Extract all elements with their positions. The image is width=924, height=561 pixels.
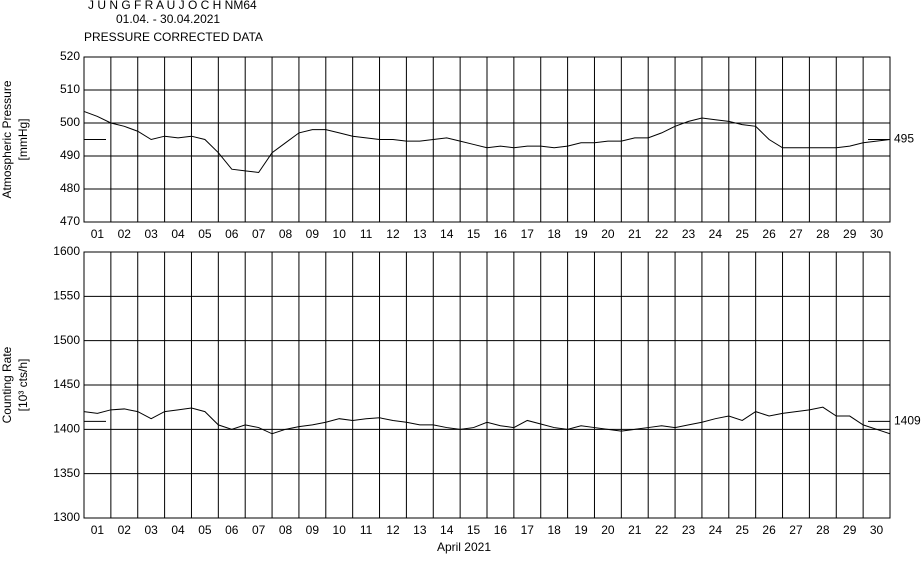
x-tick-label: 05: [198, 523, 212, 537]
x-tick-label: 27: [789, 523, 803, 537]
y-tick-label: 1400: [53, 422, 80, 436]
x-tick-label: 03: [144, 523, 158, 537]
x-tick-label: 28: [816, 523, 830, 537]
x-tick-label: 26: [762, 523, 776, 537]
x-tick-label: 09: [306, 227, 320, 241]
x-tick-label: 18: [547, 523, 561, 537]
y-tick-label: 1550: [53, 289, 80, 303]
x-tick-label: 29: [843, 227, 857, 241]
x-tick-label: 19: [574, 523, 588, 537]
x-tick-label: 09: [306, 523, 320, 537]
x-tick-label: 05: [198, 227, 212, 241]
x-tick-label: 12: [386, 227, 400, 241]
x-tick-label: 20: [601, 523, 615, 537]
x-tick-label: 27: [789, 227, 803, 241]
x-tick-label: 15: [467, 227, 481, 241]
x-tick-label: 28: [816, 227, 830, 241]
x-tick-label: 21: [628, 523, 642, 537]
reference-label: 1409: [894, 414, 921, 428]
x-tick-label: 08: [279, 227, 293, 241]
x-tick-label: 03: [144, 227, 158, 241]
x-tick-label: 15: [467, 523, 481, 537]
reference-label: 495: [894, 132, 914, 146]
x-tick-label: 25: [736, 227, 750, 241]
x-tick-label: 18: [547, 227, 561, 241]
x-tick-label: 30: [870, 227, 884, 241]
x-tick-label: 11: [360, 227, 373, 241]
y-axis-label: Counting Rate: [0, 346, 14, 423]
x-tick-label: 12: [386, 523, 400, 537]
x-tick-label: 08: [279, 523, 293, 537]
y-tick-label: 1450: [53, 377, 80, 391]
x-tick-label: 02: [118, 523, 132, 537]
x-tick-label: 14: [440, 227, 454, 241]
y-tick-label: 490: [60, 148, 80, 162]
x-tick-label: 10: [333, 227, 347, 241]
y-tick-label: 1500: [53, 333, 80, 347]
x-tick-label: 07: [252, 227, 266, 241]
y-tick-label: 1350: [53, 466, 80, 480]
x-tick-label: 16: [494, 227, 508, 241]
x-tick-label: 04: [171, 523, 185, 537]
x-tick-label: 07: [252, 523, 266, 537]
x-tick-label: 24: [709, 227, 723, 241]
x-tick-label: 06: [225, 227, 239, 241]
x-tick-label: 16: [494, 523, 508, 537]
annotation: PRESSURE CORRECTED DATA: [84, 30, 263, 44]
y-tick-label: 1600: [53, 244, 80, 258]
y-axis-unit: [mmHg]: [16, 119, 30, 161]
chart-subtitle: 01.04. - 30.04.2021: [116, 12, 220, 26]
y-axis-label: Atmospheric Pressure: [0, 80, 14, 198]
x-tick-label: 02: [118, 227, 132, 241]
y-tick-label: 510: [60, 82, 80, 96]
x-tick-label: 30: [870, 523, 884, 537]
x-tick-label: 13: [413, 523, 427, 537]
x-tick-label: 13: [413, 227, 427, 241]
x-tick-label: 19: [574, 227, 588, 241]
x-tick-label: 06: [225, 523, 239, 537]
x-tick-label: 14: [440, 523, 454, 537]
x-axis-label: April 2021: [437, 540, 491, 554]
y-tick-label: 480: [60, 181, 80, 195]
x-tick-label: 17: [521, 227, 535, 241]
x-tick-label: 21: [628, 227, 642, 241]
y-tick-label: 1300: [53, 510, 80, 524]
x-tick-label: 01: [91, 227, 105, 241]
data-line: [83, 406, 891, 435]
data-line: [83, 110, 891, 174]
x-tick-label: 29: [843, 523, 857, 537]
y-axis-unit: [10³ cts/h]: [16, 359, 30, 412]
x-tick-label: 24: [709, 523, 723, 537]
x-tick-label: 11: [360, 523, 373, 537]
y-tick-label: 520: [60, 49, 80, 63]
x-tick-label: 23: [682, 227, 696, 241]
x-tick-label: 22: [655, 523, 669, 537]
x-tick-label: 01: [91, 523, 105, 537]
x-tick-label: 04: [171, 227, 185, 241]
x-tick-label: 20: [601, 227, 615, 241]
x-tick-label: 26: [762, 227, 776, 241]
y-tick-label: 470: [60, 214, 80, 228]
x-tick-label: 22: [655, 227, 669, 241]
x-tick-label: 17: [521, 523, 535, 537]
x-tick-label: 10: [333, 523, 347, 537]
x-tick-label: 25: [736, 523, 750, 537]
chart-title: J U N G F R A U J O C H NM64: [88, 0, 257, 12]
x-tick-label: 23: [682, 523, 696, 537]
y-tick-label: 500: [60, 115, 80, 129]
